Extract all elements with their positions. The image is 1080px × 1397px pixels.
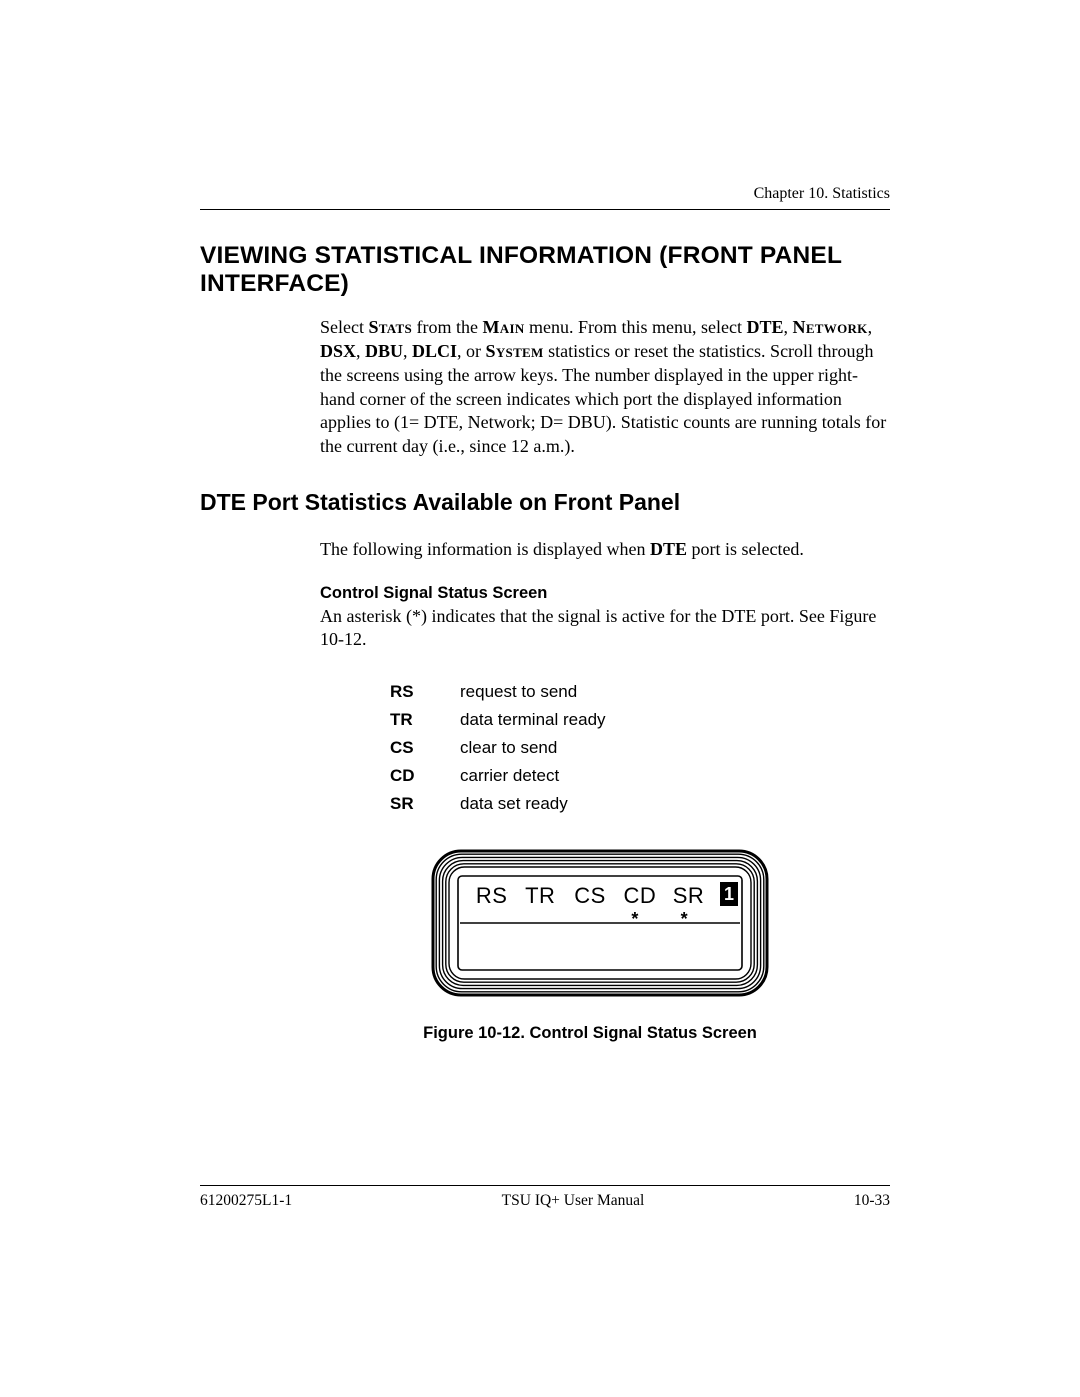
text: The following information is displayed w… [320,539,650,559]
svg-text:RS: RS [476,883,508,908]
dbu-keyword: DBU [365,341,403,361]
text: , or [457,341,486,361]
lcd-figure: RS TR CS CD SR 1 * * [430,848,890,998]
signal-abbr: TR [390,706,460,734]
signal-desc: carrier detect [460,762,606,790]
network-keyword: Network [793,317,868,337]
signal-abbr: CS [390,734,460,762]
stats-keyword: Stats [368,317,412,337]
svg-text:*: * [631,909,638,929]
signal-desc: request to send [460,678,606,706]
svg-text:CD: CD [624,883,657,908]
signal-desc: data set ready [460,790,606,818]
text: , [403,341,412,361]
heading-3: Control Signal Status Screen [320,584,890,603]
footer-row: 61200275L1-1 TSU IQ+ User Manual 10-33 [200,1192,890,1210]
signal-desc: clear to send [460,734,606,762]
dte-paragraph: The following information is displayed w… [320,538,890,562]
text: Select [320,317,368,337]
figure-caption: Figure 10-12. Control Signal Status Scre… [420,1024,760,1043]
asterisk-paragraph: An asterisk (*) indicates that the signa… [320,605,890,653]
page-footer: 61200275L1-1 TSU IQ+ User Manual 10-33 [200,1185,890,1210]
footer-left: 61200275L1-1 [200,1192,292,1210]
signal-table: RSrequest to send TRdata terminal ready … [390,678,606,818]
heading-1: VIEWING STATISTICAL INFORMATION (FRONT P… [200,242,890,298]
table-row: CSclear to send [390,734,606,762]
header-rule [200,209,890,210]
text: port is selected. [687,539,804,559]
lcd-display-icon: RS TR CS CD SR 1 * * [430,848,770,998]
table-row: TRdata terminal ready [390,706,606,734]
table-row: CDcarrier detect [390,762,606,790]
dlci-keyword: DLCI [412,341,457,361]
dte-keyword: DTE [747,317,784,337]
signal-abbr: CD [390,762,460,790]
svg-text:1: 1 [724,884,734,904]
main-keyword: Main [483,317,525,337]
text: , [784,317,793,337]
text: from the [412,317,482,337]
chapter-header: Chapter 10. Statistics [200,185,890,209]
table-row: SRdata set ready [390,790,606,818]
text: , [356,341,365,361]
table-row: RSrequest to send [390,678,606,706]
footer-rule [200,1185,890,1186]
signal-abbr: SR [390,790,460,818]
text: menu. From this menu, select [525,317,747,337]
svg-text:TR: TR [525,883,555,908]
signal-abbr: RS [390,678,460,706]
intro-paragraph: Select Stats from the Main menu. From th… [320,316,890,459]
dsx-keyword: DSX [320,341,356,361]
footer-right: 10-33 [854,1192,890,1210]
system-keyword: System [486,341,544,361]
text: , [868,317,873,337]
dte-keyword: DTE [650,539,687,559]
signal-desc: data terminal ready [460,706,606,734]
svg-text:SR: SR [673,883,705,908]
svg-text:CS: CS [574,883,606,908]
heading-2: DTE Port Statistics Available on Front P… [200,489,890,516]
page-content: Chapter 10. Statistics VIEWING STATISTIC… [200,185,890,1043]
footer-center: TSU IQ+ User Manual [502,1192,645,1210]
svg-text:*: * [681,909,688,929]
